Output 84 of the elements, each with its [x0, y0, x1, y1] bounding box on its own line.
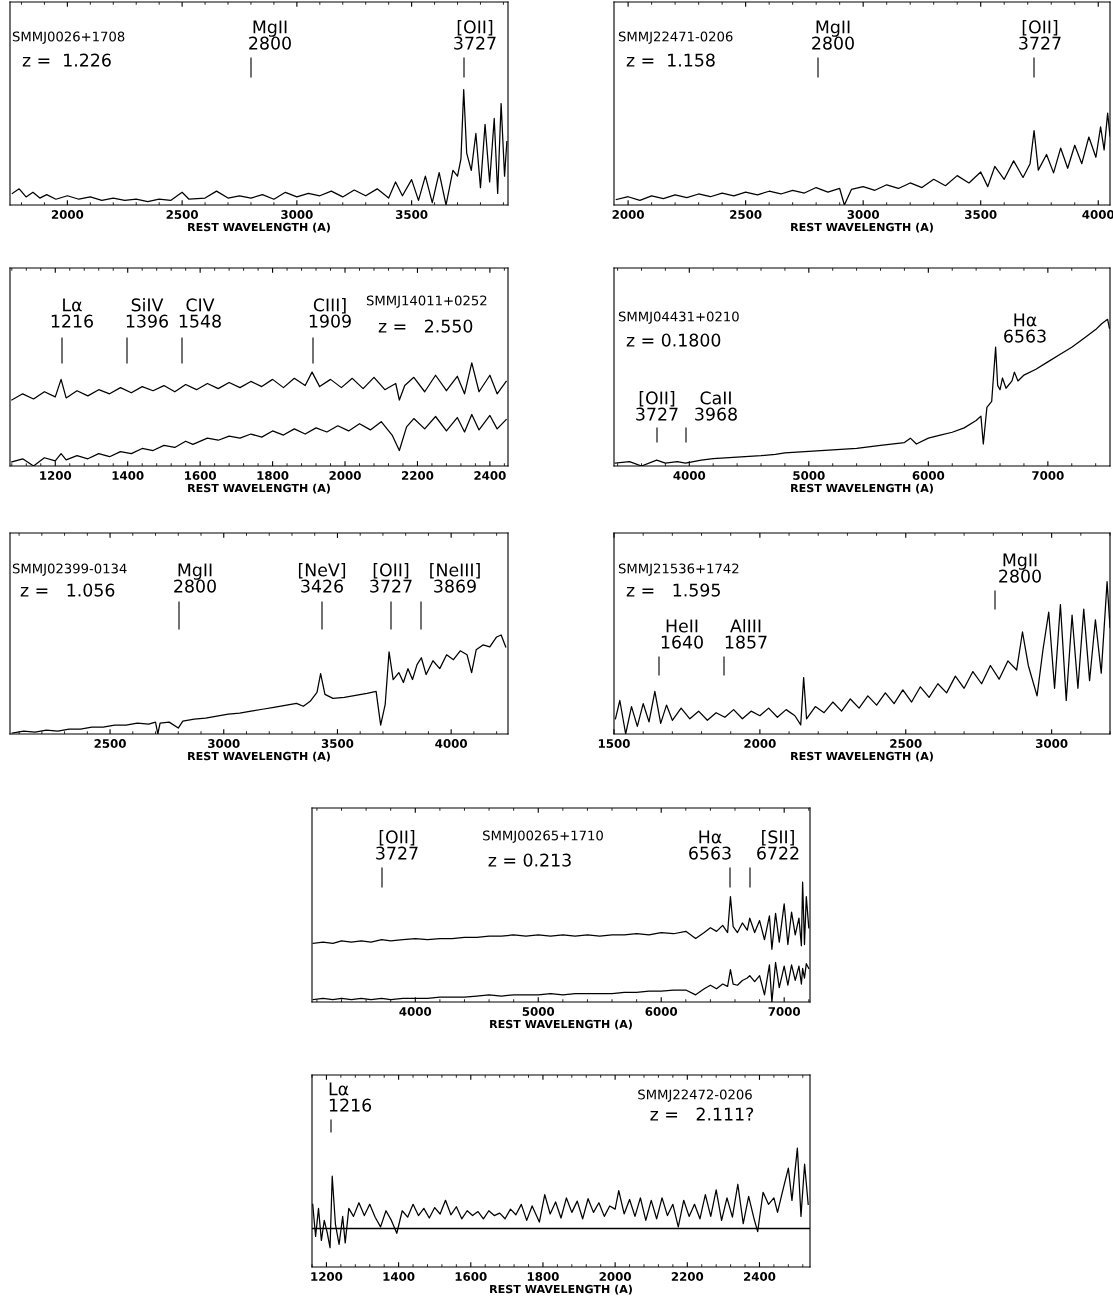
x-tick-label: 1400: [383, 1272, 415, 1281]
x-tick-label: 6000: [912, 471, 945, 480]
text: [NeIII] 3869: [430, 563, 480, 593]
annotation: MgII 2800: [999, 553, 1041, 583]
x-tick-label: 2500: [730, 210, 762, 219]
text: SMMJ0026+1708: [12, 31, 125, 44]
x-tick-label: 7000: [768, 1007, 801, 1016]
text: [NeV] 3426: [298, 563, 346, 593]
text: Hα 6563: [689, 830, 731, 860]
x-tick-label: 4000: [399, 1007, 432, 1016]
text: [OII] 3727: [376, 830, 418, 860]
x-tick-label: 3500: [395, 210, 428, 219]
annotation: Hα 6563: [1004, 313, 1046, 343]
x-tick-label: 2400: [743, 1272, 776, 1281]
x-tick-label: 5000: [793, 471, 825, 480]
x-tick-label: 2200: [401, 471, 434, 480]
annotation: [OII] 3727: [636, 391, 678, 421]
x-tick-label: 1600: [455, 1272, 487, 1281]
x-tick-label: 1500: [598, 739, 630, 748]
text: Lα 1216: [329, 1082, 372, 1112]
x-tick-label: 3000: [281, 210, 313, 219]
x-tick-label: 2200: [671, 1272, 704, 1281]
x-tick-label: 2000: [329, 471, 361, 480]
x-tick-label: 4000: [673, 471, 706, 480]
x-tick-label: 5000: [522, 1007, 555, 1016]
text: SMMJ14011+0252: [366, 295, 487, 308]
text: SMMJ22471-0206: [618, 31, 733, 44]
x-axis-title: REST WAVELENGTH (A): [490, 1284, 632, 1295]
x-tick-label: 1800: [257, 471, 289, 480]
text: z = 0.213: [488, 853, 571, 867]
text: z = 2.550: [378, 319, 473, 333]
text: CIII] 1909: [309, 298, 351, 328]
x-tick-label: 7000: [1032, 471, 1064, 480]
annotation: CaII 3968: [695, 391, 737, 421]
x-tick-label: 1600: [185, 471, 217, 480]
x-tick-label: 1800: [527, 1272, 559, 1281]
x-axis-title: REST WAVELENGTH (A): [791, 222, 933, 233]
x-axis-title: REST WAVELENGTH (A): [188, 751, 330, 762]
text: [OII] 3727: [454, 20, 496, 50]
text: MgII 2800: [174, 563, 216, 593]
text: z = 1.158: [626, 53, 715, 67]
text: SMMJ02399-0134: [12, 563, 127, 576]
text: SMMJ22472-0206: [638, 1089, 752, 1102]
x-tick-label: 2000: [612, 210, 644, 219]
x-tick-label: 3500: [321, 739, 354, 748]
x-tick-label: 3000: [1036, 739, 1068, 748]
text: z = 2.111?: [650, 1107, 754, 1121]
x-tick-label: 1200: [311, 1272, 343, 1281]
x-tick-label: 2500: [166, 210, 198, 219]
x-tick-label: 1200: [40, 471, 72, 480]
x-tick-label: 2400: [474, 471, 506, 480]
x-axis-title: REST WAVELENGTH (A): [188, 483, 330, 494]
text: SMMJ00265+1710: [483, 830, 603, 843]
x-tick-label: 2500: [94, 739, 126, 748]
x-tick-label: 3500: [965, 210, 997, 219]
x-axis-title: REST WAVELENGTH (A): [791, 751, 933, 762]
x-axis-title: REST WAVELENGTH (A): [490, 1019, 632, 1030]
text: MgII 2800: [812, 20, 854, 50]
x-tick-label: 1400: [112, 471, 144, 480]
text: Lα 1216: [51, 298, 93, 328]
text: CIV 1548: [179, 298, 221, 328]
annotation: HeII 1640: [661, 619, 703, 649]
x-tick-label: 3000: [847, 210, 880, 219]
x-tick-label: 3000: [208, 739, 240, 748]
text: [OII] 3727: [1019, 20, 1061, 50]
text: SMMJ21536+1742: [618, 563, 739, 576]
x-axis-title: REST WAVELENGTH (A): [188, 222, 330, 233]
x-tick-label: 2000: [51, 210, 84, 219]
annotation: z = 0.1800: [626, 333, 721, 347]
text: [SII] 6722: [757, 830, 799, 860]
text: z = 1.056: [20, 583, 115, 597]
text: SiIV 1396: [126, 298, 168, 328]
x-tick-label: 2500: [890, 739, 922, 748]
x-tick-label: 4000: [435, 739, 468, 748]
text: [OII] 3727: [370, 563, 412, 593]
annotation: AlIII 1857: [725, 619, 767, 649]
annotation: z = 1.595: [626, 583, 720, 597]
x-tick-label: 2000: [599, 1272, 631, 1281]
annotation: SMMJ04431+0210: [618, 311, 739, 324]
x-axis-title: REST WAVELENGTH (A): [791, 483, 933, 494]
x-tick-label: 6000: [645, 1007, 678, 1016]
text: MgII 2800: [249, 20, 291, 50]
x-tick-label: 2000: [744, 739, 776, 748]
text: z = 1.226: [22, 53, 111, 67]
